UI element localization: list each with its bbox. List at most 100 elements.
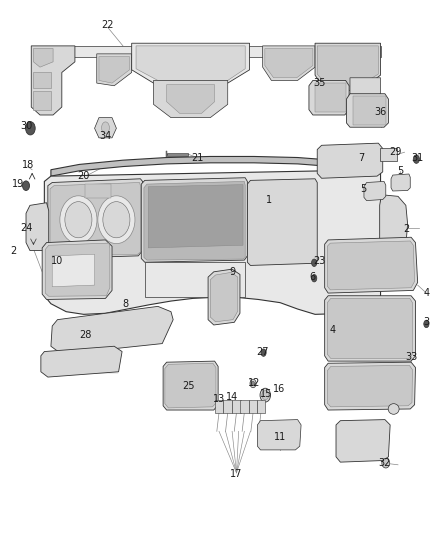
Polygon shape xyxy=(353,96,386,125)
Text: 7: 7 xyxy=(358,152,364,163)
Polygon shape xyxy=(44,46,381,56)
Text: 10: 10 xyxy=(51,256,64,266)
Text: 3: 3 xyxy=(424,317,429,327)
Polygon shape xyxy=(85,184,111,198)
Polygon shape xyxy=(165,364,216,408)
Polygon shape xyxy=(240,400,249,413)
Text: 24: 24 xyxy=(20,223,32,233)
Text: 36: 36 xyxy=(374,107,387,117)
Ellipse shape xyxy=(103,201,130,238)
Text: 2: 2 xyxy=(11,246,17,255)
Polygon shape xyxy=(325,296,416,361)
Text: 6: 6 xyxy=(310,272,316,282)
Text: 16: 16 xyxy=(273,384,286,394)
Ellipse shape xyxy=(98,196,135,244)
Ellipse shape xyxy=(60,196,97,244)
Ellipse shape xyxy=(262,391,269,400)
Text: 21: 21 xyxy=(191,152,203,163)
Ellipse shape xyxy=(260,388,271,402)
Polygon shape xyxy=(132,43,250,83)
Polygon shape xyxy=(41,346,122,377)
Polygon shape xyxy=(97,54,132,86)
Polygon shape xyxy=(364,181,386,200)
Text: 11: 11 xyxy=(274,432,286,442)
Text: 30: 30 xyxy=(21,120,33,131)
Polygon shape xyxy=(99,56,130,83)
Polygon shape xyxy=(33,72,51,88)
Polygon shape xyxy=(315,83,346,112)
Polygon shape xyxy=(148,184,243,248)
Text: 33: 33 xyxy=(405,352,417,362)
Text: 22: 22 xyxy=(102,20,114,30)
Polygon shape xyxy=(263,46,315,80)
Polygon shape xyxy=(258,419,301,450)
Text: 35: 35 xyxy=(313,78,325,88)
Polygon shape xyxy=(232,400,241,413)
Ellipse shape xyxy=(25,122,35,135)
Ellipse shape xyxy=(311,259,317,266)
Polygon shape xyxy=(163,361,218,410)
Polygon shape xyxy=(346,94,389,127)
Polygon shape xyxy=(210,272,238,322)
Polygon shape xyxy=(380,195,408,256)
Text: 20: 20 xyxy=(78,171,90,181)
Polygon shape xyxy=(33,91,51,110)
Text: 31: 31 xyxy=(412,152,424,163)
Ellipse shape xyxy=(250,379,256,387)
Polygon shape xyxy=(51,306,173,354)
Polygon shape xyxy=(317,143,383,178)
Text: 25: 25 xyxy=(182,381,194,391)
Polygon shape xyxy=(33,49,53,67)
Text: 23: 23 xyxy=(313,256,325,266)
Polygon shape xyxy=(325,237,418,293)
Polygon shape xyxy=(327,241,415,290)
Text: 14: 14 xyxy=(226,392,238,402)
Polygon shape xyxy=(141,177,247,262)
Text: 2: 2 xyxy=(404,224,410,235)
Text: 32: 32 xyxy=(379,458,391,468)
Ellipse shape xyxy=(22,181,29,190)
Polygon shape xyxy=(327,298,413,359)
Ellipse shape xyxy=(413,155,420,164)
Polygon shape xyxy=(136,46,245,80)
Polygon shape xyxy=(26,203,49,251)
Ellipse shape xyxy=(424,320,429,328)
Polygon shape xyxy=(50,182,141,255)
Polygon shape xyxy=(350,78,381,102)
Text: 15: 15 xyxy=(260,389,272,399)
Text: 5: 5 xyxy=(360,184,366,195)
Polygon shape xyxy=(380,149,397,161)
Polygon shape xyxy=(247,179,317,265)
Polygon shape xyxy=(325,362,416,410)
Ellipse shape xyxy=(311,274,317,282)
Polygon shape xyxy=(265,49,313,78)
Polygon shape xyxy=(208,269,240,325)
Ellipse shape xyxy=(388,403,399,414)
Text: 18: 18 xyxy=(21,160,34,171)
Ellipse shape xyxy=(261,349,266,357)
Polygon shape xyxy=(45,243,110,296)
Polygon shape xyxy=(31,46,75,115)
Polygon shape xyxy=(95,118,117,138)
Polygon shape xyxy=(48,179,143,259)
Text: 4: 4 xyxy=(424,288,429,298)
Ellipse shape xyxy=(251,381,254,385)
Polygon shape xyxy=(309,80,349,115)
Polygon shape xyxy=(144,181,245,260)
Text: 9: 9 xyxy=(229,267,235,277)
Text: 12: 12 xyxy=(248,378,260,389)
Polygon shape xyxy=(257,400,265,413)
Ellipse shape xyxy=(65,201,92,238)
Text: 5: 5 xyxy=(397,166,403,176)
Polygon shape xyxy=(42,240,112,300)
Text: 19: 19 xyxy=(12,179,24,189)
Polygon shape xyxy=(215,400,223,413)
Polygon shape xyxy=(145,262,245,297)
Polygon shape xyxy=(44,169,381,314)
Polygon shape xyxy=(223,400,232,413)
Text: 13: 13 xyxy=(213,394,225,405)
Polygon shape xyxy=(166,85,215,114)
Text: 4: 4 xyxy=(329,325,336,335)
Text: 34: 34 xyxy=(99,131,112,141)
Text: 8: 8 xyxy=(122,298,128,309)
